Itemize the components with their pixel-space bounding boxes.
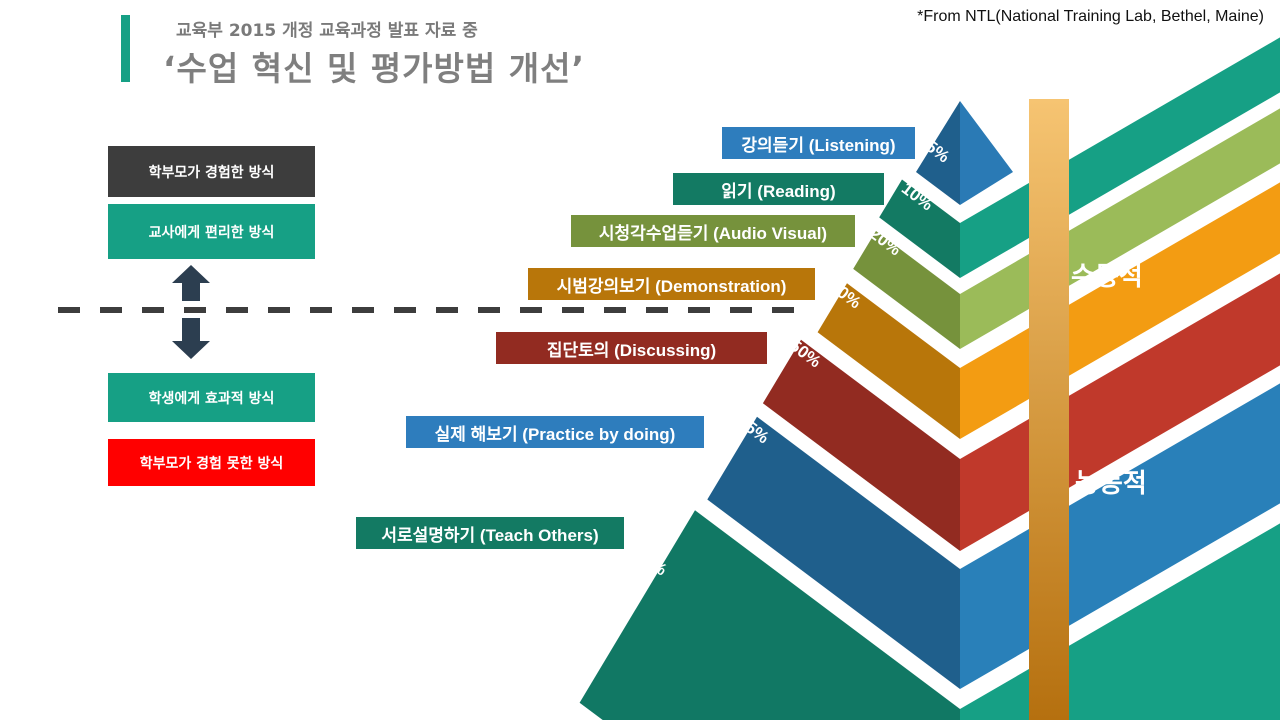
level-5-left-face [762, 339, 960, 551]
level-3-left-face [853, 231, 960, 349]
active-label: 능동적 [1075, 469, 1147, 499]
level-1-right-face [960, 101, 1013, 205]
level-2-left-face [879, 179, 960, 278]
level-1-left-face [916, 101, 960, 205]
level-label: 집단토의 (Discussing) [496, 332, 767, 364]
level-6-left-face [707, 416, 960, 689]
level-4-left-face [817, 283, 960, 439]
box-student-effective: 학생에게 효과적 방식 [108, 373, 315, 422]
level-7-left-face [579, 510, 960, 720]
source-note: *From NTL(National Training Lab, Bethel,… [917, 8, 1264, 25]
arrow-down-icon [172, 318, 210, 359]
passive-label: 수동적 [1071, 262, 1143, 292]
box-parents-not-experienced: 학부모가 경험 못한 방식 [108, 439, 315, 486]
box-parents-experienced: 학부모가 경험한 방식 [108, 146, 315, 197]
box-teacher-convenient: 교사에게 편리한 방식 [108, 204, 315, 259]
title-accent-bar [121, 15, 130, 82]
level-label: 시청각수업듣기 (Audio Visual) [571, 215, 855, 247]
passive-active-gradient-bar [1029, 99, 1069, 720]
slide-title: ‘수업 혁신 및 평가방법 개선’ [163, 49, 585, 88]
arrow-up-icon [172, 265, 210, 301]
level-label: 실제 해보기 (Practice by doing) [406, 416, 704, 448]
level-label: 시범강의보기 (Demonstration) [528, 268, 815, 300]
level-label: 서로설명하기 (Teach Others) [356, 517, 624, 549]
level-label: 읽기 (Reading) [673, 173, 884, 205]
slide-subtitle: 교육부 2015 개정 교육과정 발표 자료 중 [176, 21, 478, 41]
level-label: 강의듣기 (Listening) [722, 127, 915, 159]
